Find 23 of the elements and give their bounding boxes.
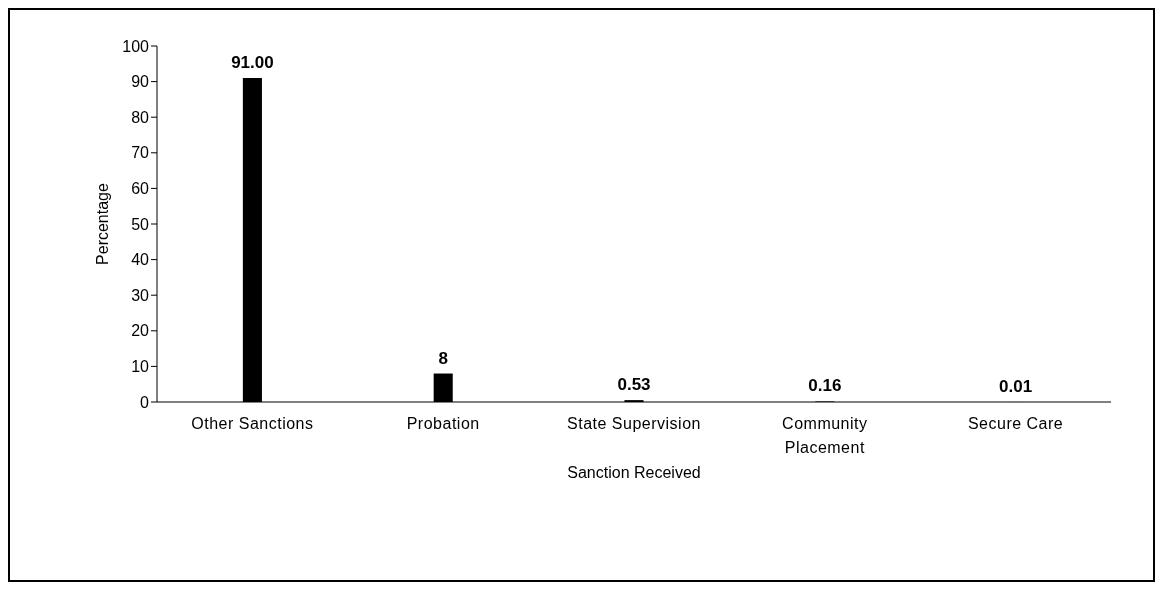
- y-tick-label: 60: [131, 180, 150, 198]
- x-tick-label: Other Sanctions: [191, 415, 314, 433]
- y-tick-label: 30: [131, 286, 150, 304]
- data-label: 0.01: [999, 376, 1033, 396]
- x-axis-title: Sanction Received: [567, 464, 701, 481]
- y-axis-title: Percentage: [93, 182, 111, 265]
- y-tick-label: 80: [131, 108, 150, 126]
- x-tick-label: Probation: [406, 415, 480, 433]
- x-tick-label: Secure Care: [967, 415, 1064, 433]
- data-label: 0.16: [808, 376, 842, 396]
- y-tick-label: 90: [131, 73, 150, 91]
- x-tick-label: State Supervision: [567, 415, 701, 433]
- data-label: 8: [438, 348, 448, 368]
- y-tick-label: 100: [122, 37, 150, 55]
- data-label: 91.00: [231, 53, 274, 73]
- y-tick-label: 0: [140, 393, 150, 411]
- y-tick-label: 40: [131, 251, 150, 269]
- data-label: 0.53: [617, 375, 651, 395]
- y-tick-label: 70: [131, 144, 150, 162]
- y-tick-label: 20: [131, 322, 150, 340]
- y-tick-label: 10: [131, 358, 150, 376]
- y-tick-label: 50: [131, 215, 150, 233]
- x-tick-label: Community Placement: [782, 415, 868, 457]
